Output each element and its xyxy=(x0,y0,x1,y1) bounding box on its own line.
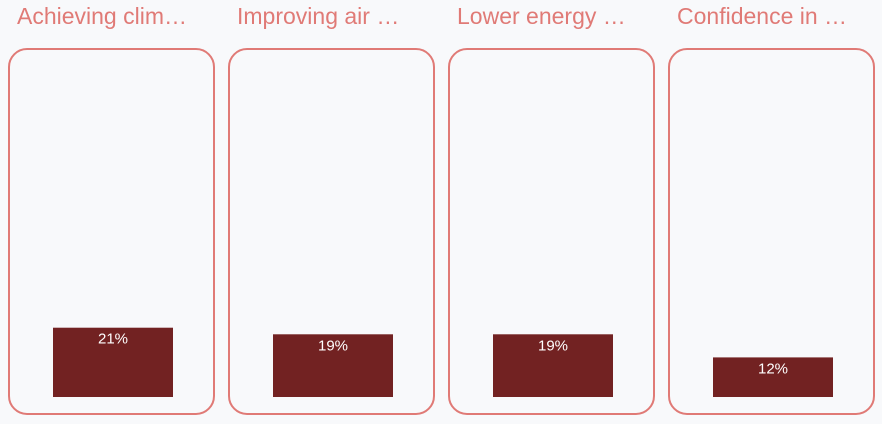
value-label: 19% xyxy=(538,337,568,354)
value-label: 19% xyxy=(318,337,348,354)
panel-title: Lower energy … xyxy=(457,3,626,29)
bar xyxy=(493,334,613,397)
bar xyxy=(273,334,393,397)
panel xyxy=(448,48,655,415)
bar xyxy=(53,327,173,397)
panel-title: Achieving clim… xyxy=(17,3,187,29)
panel xyxy=(668,48,875,415)
panel xyxy=(228,48,435,415)
bar xyxy=(713,357,833,397)
panel xyxy=(8,48,215,415)
panel-title: Confidence in … xyxy=(677,3,847,29)
panel-title: Improving air … xyxy=(237,3,399,29)
value-label: 21% xyxy=(98,331,128,348)
value-label: 12% xyxy=(758,360,788,377)
